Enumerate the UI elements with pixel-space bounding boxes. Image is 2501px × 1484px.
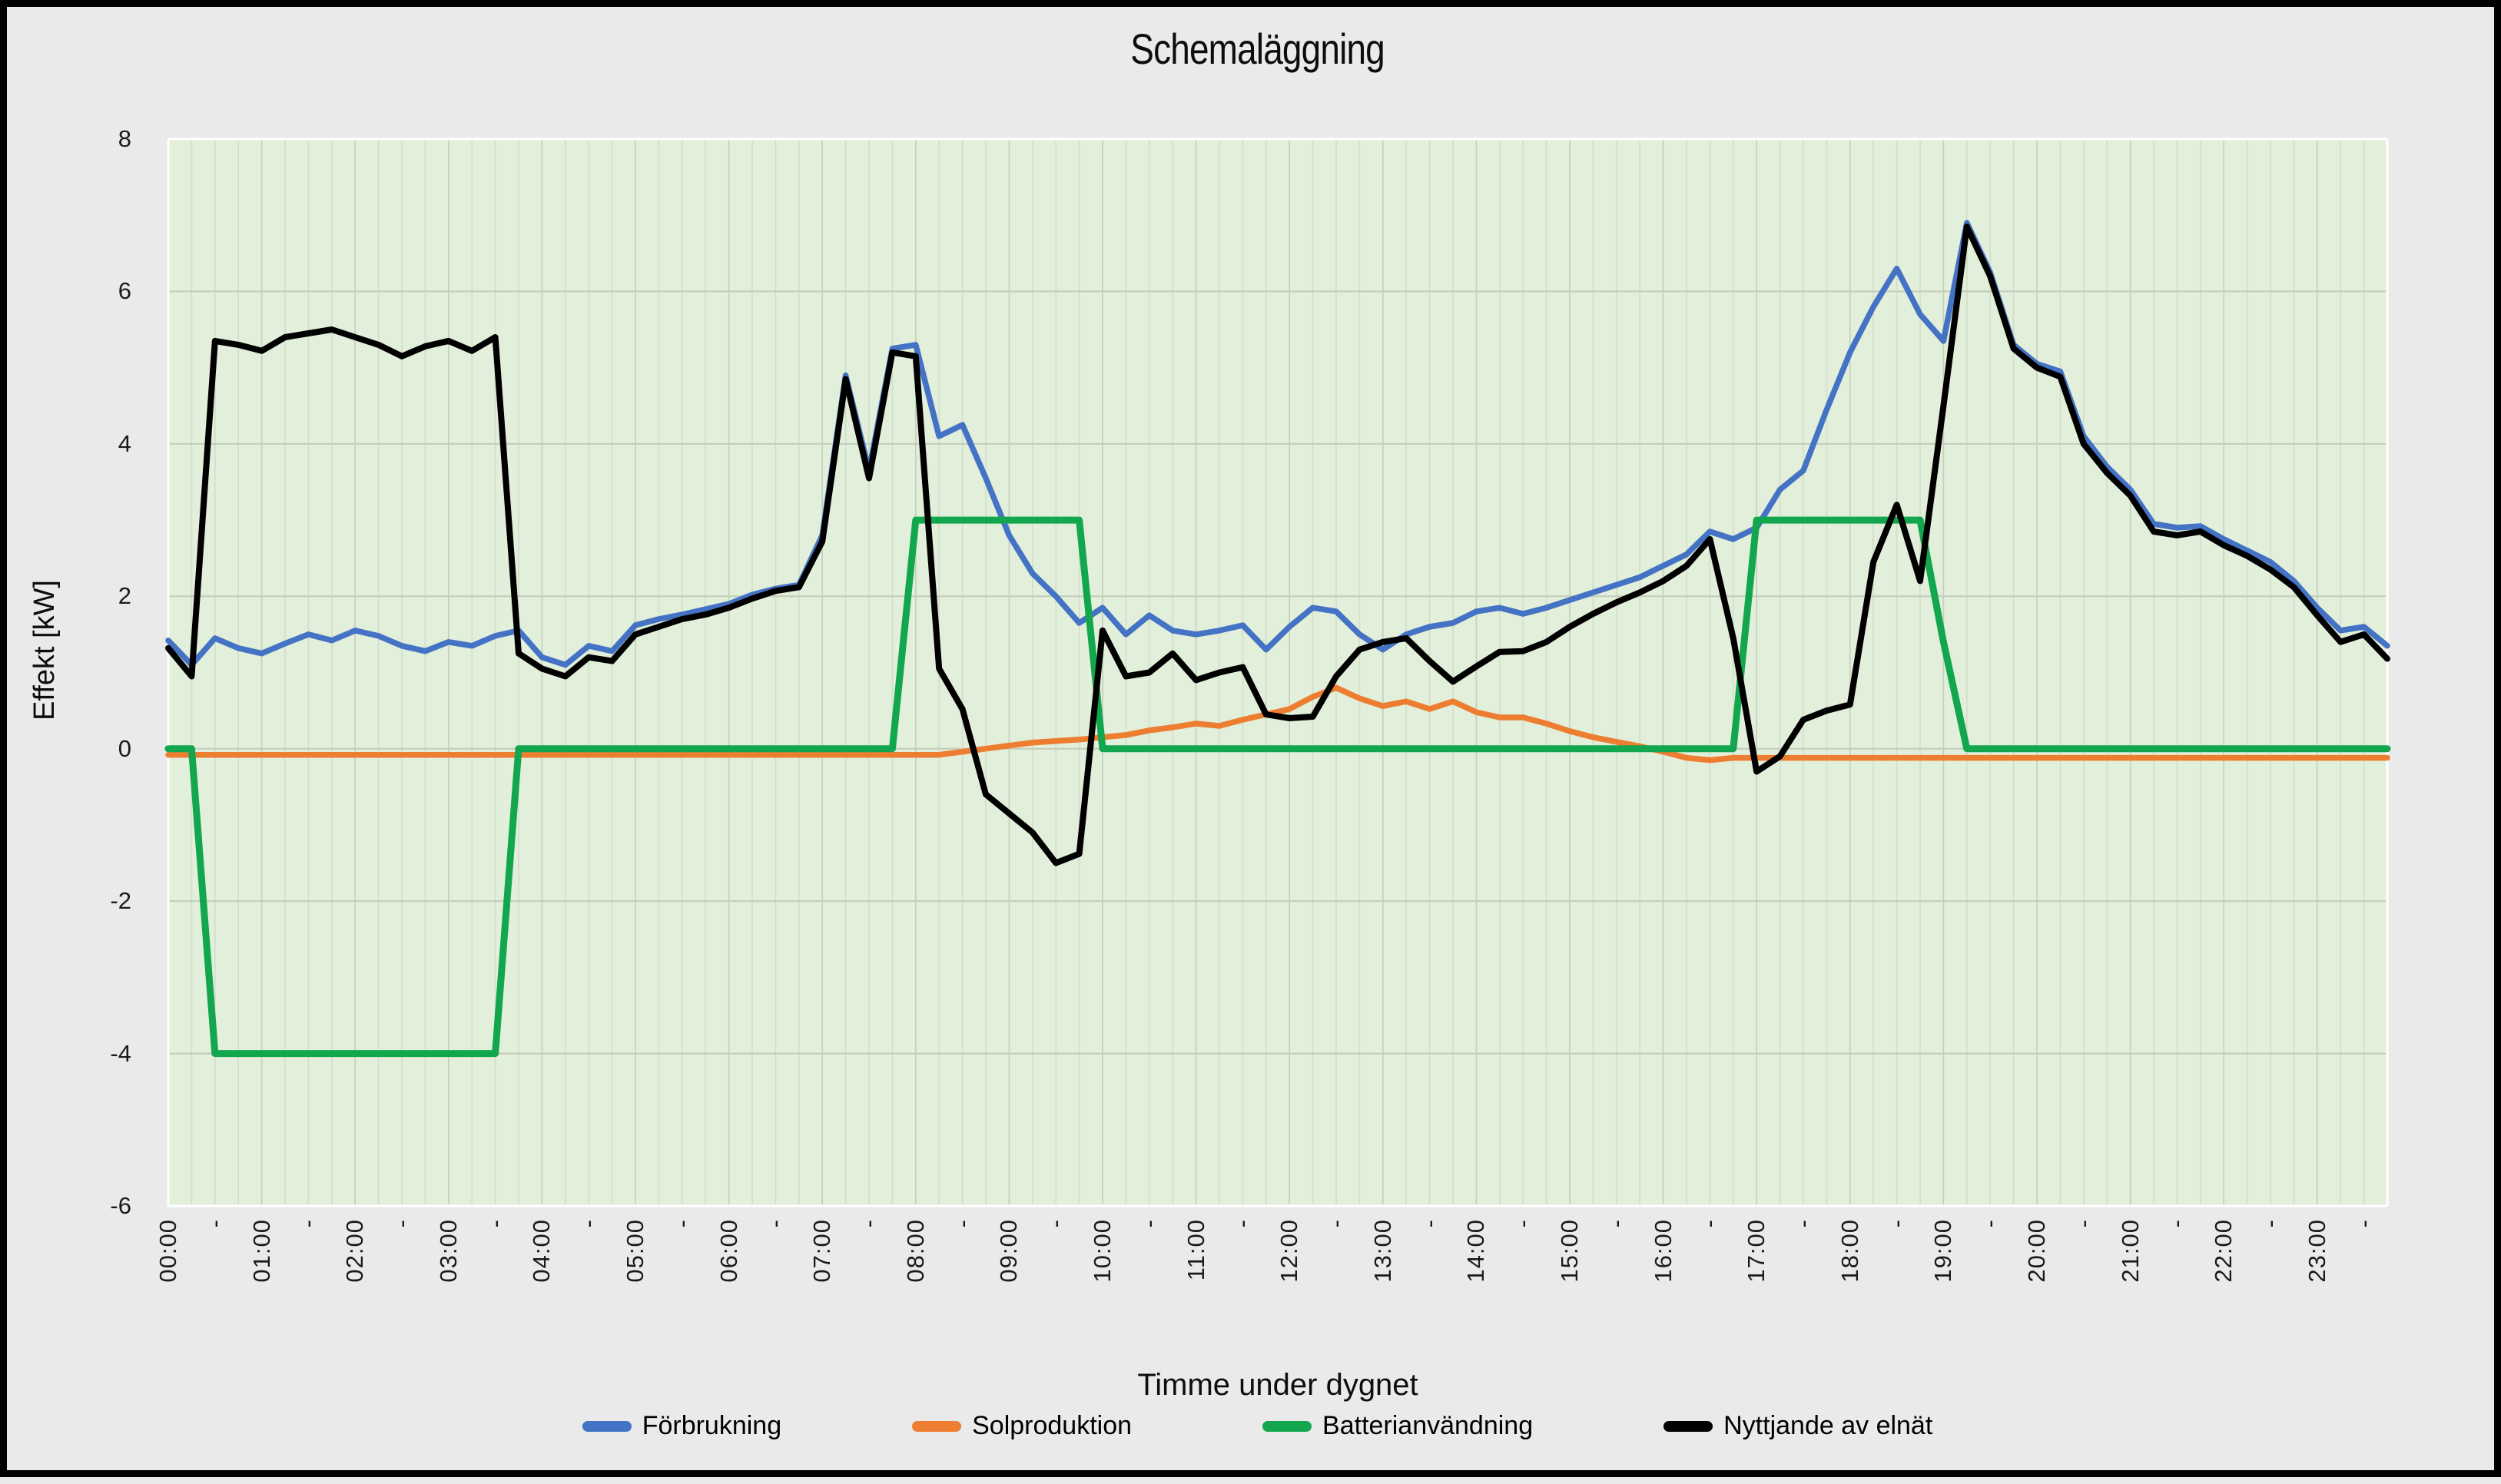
x-tick-dash: - [388, 1219, 416, 1227]
x-tick-label: 16:00 [1650, 1219, 1677, 1283]
x-tick-dash: - [2070, 1219, 2098, 1227]
x-axis-title: Timme under dygnet [7, 1368, 2501, 1403]
x-tick-dash: - [482, 1219, 509, 1227]
x-tick-dash: - [761, 1219, 789, 1227]
x-tick-dash: - [1790, 1219, 1817, 1227]
x-tick-label: 13:00 [1369, 1219, 1397, 1283]
x-tick-dash: - [949, 1219, 977, 1227]
x-tick-dash: - [1976, 1219, 2004, 1227]
x-tick-dash: - [201, 1219, 229, 1227]
legend-label: Solproduktion [972, 1411, 1132, 1441]
x-tick-dash: - [2257, 1219, 2284, 1227]
x-tick-label: 14:00 [1462, 1219, 1490, 1283]
x-tick-dash: - [1136, 1219, 1163, 1227]
series-line-icon [912, 1421, 961, 1432]
legend-label: Nyttjande av elnät [1723, 1411, 1932, 1441]
y-tick-label: 8 [39, 125, 131, 153]
x-tick-label: 17:00 [1743, 1219, 1770, 1283]
chart-title-text: Schemaläggning [1130, 24, 1385, 74]
x-tick-label: 11:00 [1183, 1219, 1210, 1280]
x-tick-label: 21:00 [2117, 1219, 2144, 1283]
x-tick-label: 07:00 [808, 1219, 836, 1283]
x-tick-dash: - [1696, 1219, 1723, 1227]
series-line-icon [582, 1421, 632, 1432]
y-tick-label: 4 [39, 430, 131, 458]
x-tick-dash: - [1603, 1219, 1630, 1227]
x-tick-dash: - [2350, 1219, 2378, 1227]
y-tick-label: -6 [39, 1192, 131, 1220]
x-tick-label: 00:00 [154, 1219, 182, 1283]
x-tick-label: 09:00 [995, 1219, 1023, 1283]
x-tick-label: 18:00 [1836, 1219, 1864, 1283]
x-tick-dash: - [855, 1219, 883, 1227]
y-tick-label: -4 [39, 1040, 131, 1068]
x-tick-label: 15:00 [1556, 1219, 1584, 1283]
x-tick-dash: - [294, 1219, 322, 1227]
x-tick-label: 06:00 [715, 1219, 743, 1283]
x-tick-dash: - [668, 1219, 696, 1227]
x-tick-label: 19:00 [1929, 1219, 1957, 1283]
x-tick-dash: - [1883, 1219, 1911, 1227]
x-tick-dash: - [1229, 1219, 1256, 1227]
chart-title: Schemaläggning [7, 24, 2501, 74]
legend-label: Batterianvändning [1322, 1411, 1533, 1441]
legend-label: Förbrukning [642, 1411, 781, 1441]
series-line-icon [1663, 1421, 1713, 1432]
x-tick-label: 01:00 [248, 1219, 276, 1283]
x-tick-dash: - [575, 1219, 602, 1227]
x-tick-label: 02:00 [341, 1219, 369, 1283]
legend-item-solproduktion: Solproduktion [912, 1411, 1132, 1441]
x-tick-label: 20:00 [2023, 1219, 2051, 1283]
legend-item-forbrukning: Förbrukning [582, 1411, 781, 1441]
legend-item-nyttjande-av-elnat: Nyttjande av elnät [1663, 1411, 1932, 1441]
y-tick-label: 0 [39, 735, 131, 763]
x-tick-label: 04:00 [528, 1219, 556, 1283]
x-tick-label: 08:00 [902, 1219, 930, 1283]
y-tick-label: 2 [39, 582, 131, 610]
x-tick-label: 10:00 [1089, 1219, 1116, 1283]
x-tick-dash: - [1322, 1219, 1350, 1227]
x-tick-dash: - [1416, 1219, 1444, 1227]
x-tick-label: 12:00 [1275, 1219, 1303, 1283]
legend-item-batterianvandning: Batterianvändning [1262, 1411, 1533, 1441]
x-tick-label: 23:00 [2304, 1219, 2331, 1283]
series-line-icon [1262, 1421, 1312, 1432]
x-tick-label: 22:00 [2210, 1219, 2237, 1283]
x-tick-label: 05:00 [622, 1219, 649, 1283]
x-tick-label: 03:00 [435, 1219, 463, 1283]
x-tick-dash: - [1509, 1219, 1537, 1227]
y-tick-label: -2 [39, 887, 131, 915]
y-tick-label: 6 [39, 277, 131, 305]
legend: Förbrukning Solproduktion Batterianvändn… [7, 1411, 2501, 1441]
x-tick-dash: - [1042, 1219, 1070, 1227]
x-tick-dash: - [2163, 1219, 2191, 1227]
plot-area [168, 139, 2387, 1206]
